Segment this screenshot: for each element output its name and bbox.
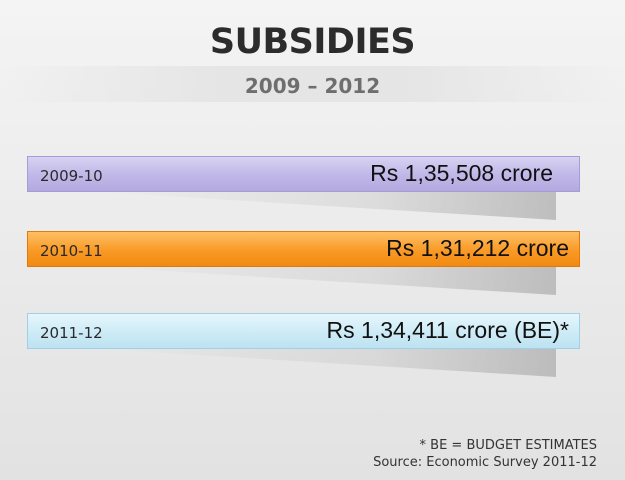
bar-2011-12: 2011-12 Rs 1,34,411 crore (BE)* [27, 313, 580, 349]
bar-shadow [100, 192, 556, 220]
bar-value-label: Rs 1,34,411 crore (BE)* [326, 317, 569, 343]
bar-2010-11: 2010-11 Rs 1,31,212 crore [27, 231, 580, 267]
bar-category-label: 2010-11 [40, 242, 103, 260]
bar-shadow [100, 267, 556, 295]
source-note: Source: Economic Survey 2011-12 [373, 455, 597, 470]
subtitle-band [0, 66, 625, 102]
be-note: * BE = BUDGET ESTIMATES [419, 438, 597, 453]
bar-value-label: Rs 1,31,212 crore [386, 235, 569, 261]
bar-shadow [100, 349, 556, 377]
footnote: * BE = BUDGET ESTIMATES Source: Economic… [373, 437, 597, 471]
chart-title: SUBSIDIES [209, 22, 416, 62]
bar-value-label: Rs 1,35,508 crore [370, 160, 553, 186]
bar-category-label: 2011-12 [40, 324, 103, 342]
bar-category-label: 2009-10 [40, 167, 103, 185]
bar-2009-10: 2009-10 Rs 1,35,508 crore [27, 156, 580, 192]
chart-subtitle: 2009 – 2012 [244, 74, 381, 98]
